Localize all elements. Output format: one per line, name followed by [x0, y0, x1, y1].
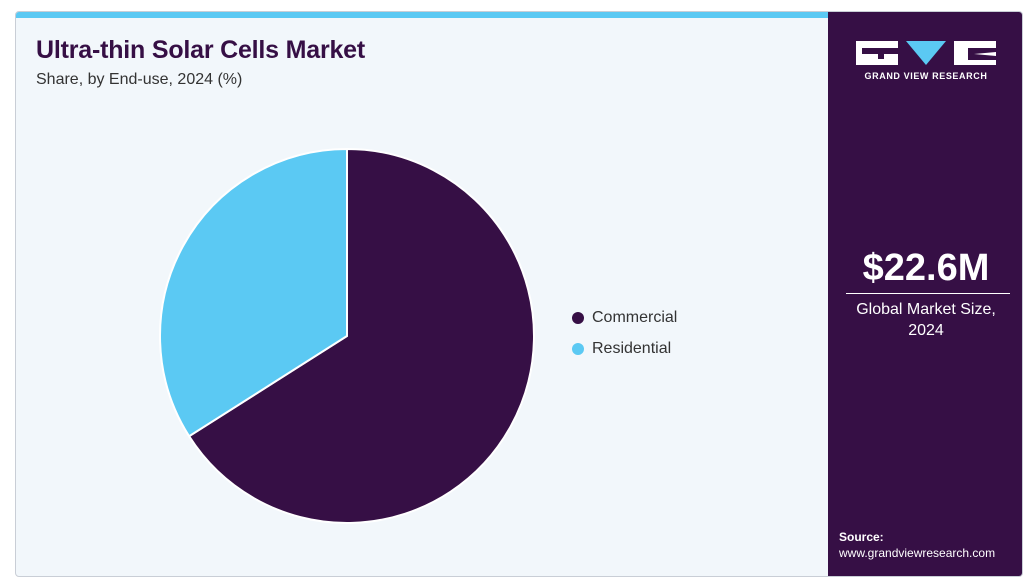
source-label: Source:	[839, 530, 884, 544]
source-link[interactable]: www.grandviewresearch.com	[839, 546, 996, 560]
legend-item-residential: Residential	[572, 339, 677, 359]
market-size-label-line1: Global Market Size,	[856, 301, 996, 318]
market-size-label: Global Market Size, 2024	[838, 299, 1014, 341]
chart-subtitle: Share, by End-use, 2024 (%)	[36, 71, 243, 88]
pie-slice-commercial	[187, 147, 535, 524]
legend-item-commercial: Commercial	[572, 308, 677, 328]
metric-divider	[846, 293, 1010, 294]
chart-card: Ultra-thin Solar Cells Market Share, by …	[15, 11, 1023, 577]
market-size-value: $22.6M	[862, 247, 990, 289]
pie-chart	[159, 147, 535, 524]
grand-view-research-logo-icon	[856, 41, 996, 65]
chart-title: Ultra-thin Solar Cells Market	[36, 36, 366, 64]
top-accent-bar	[16, 12, 828, 18]
legend-label: Commercial	[592, 309, 678, 326]
market-size-label-line2: 2024	[908, 322, 944, 339]
chart-legend: Commercial Residential	[572, 308, 677, 370]
pie-slice-residential	[159, 147, 348, 438]
legend-dot-icon	[572, 312, 584, 324]
brand-name: GRAND VIEW RESEARCH	[864, 71, 988, 81]
legend-dot-icon	[572, 343, 584, 355]
legend-label: Residential	[592, 340, 672, 357]
sidebar-panel: GRAND VIEW RESEARCH $22.6M Global Market…	[828, 12, 1022, 576]
